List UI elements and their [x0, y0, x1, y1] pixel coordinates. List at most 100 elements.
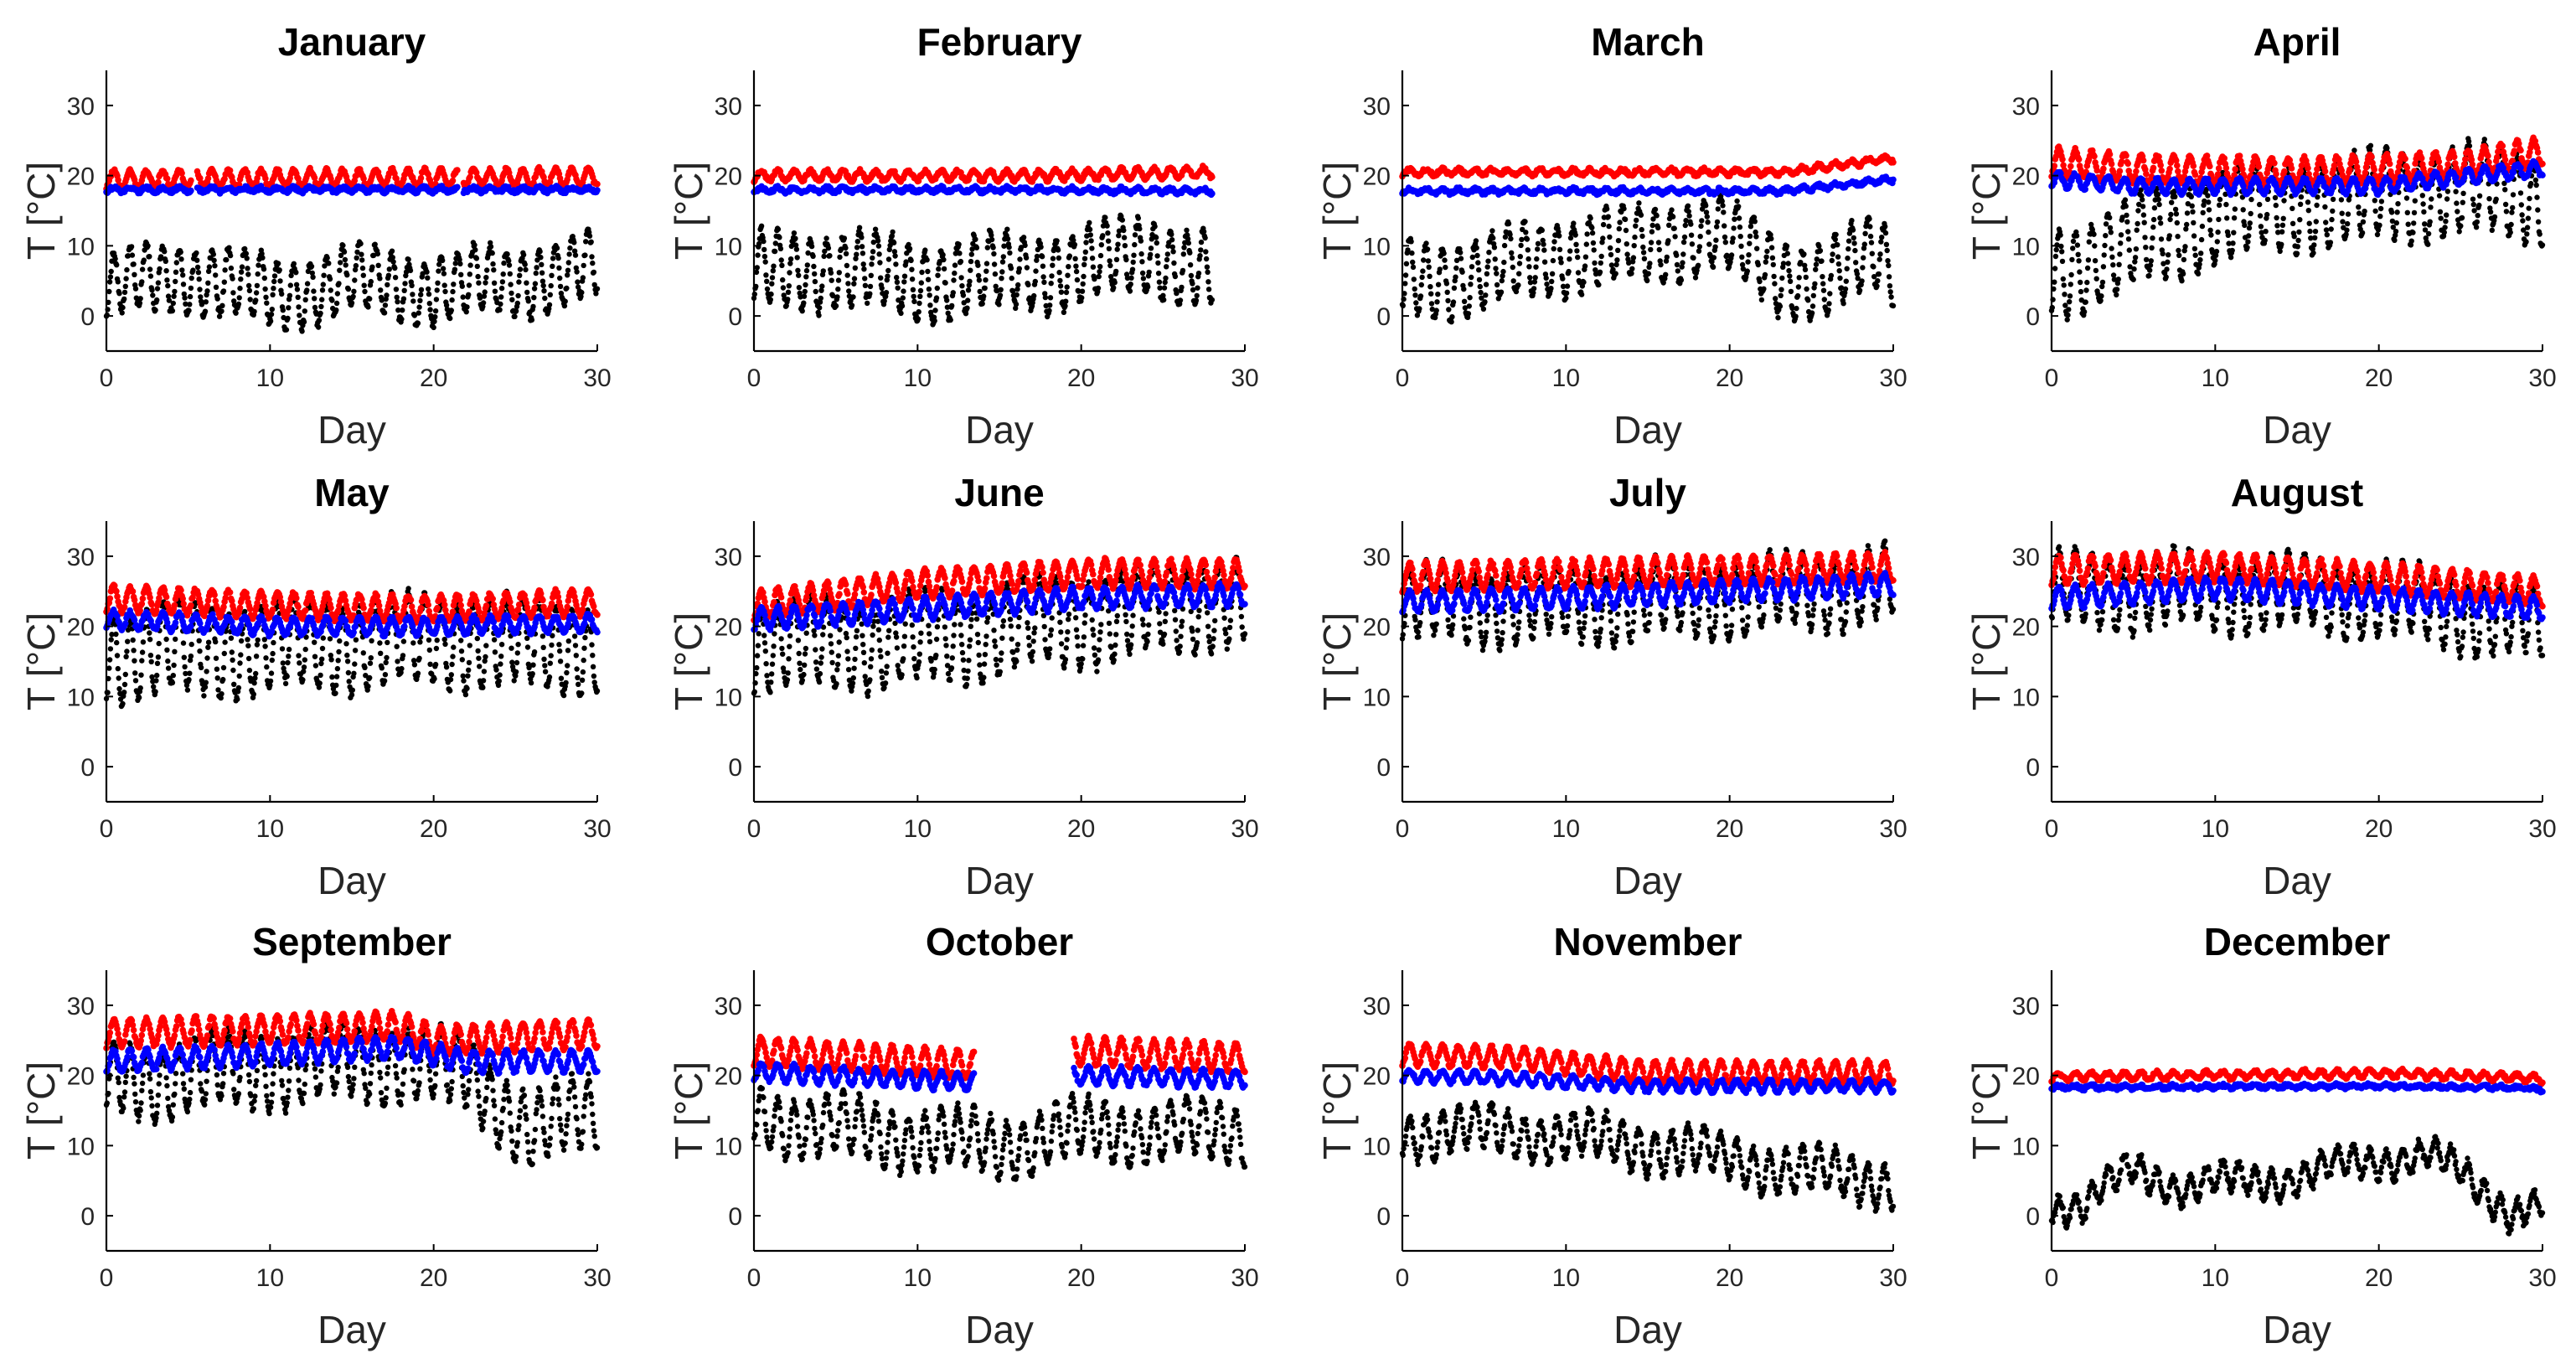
data-point	[1666, 222, 1672, 228]
data-point	[304, 281, 311, 287]
data-point	[1883, 241, 1890, 247]
data-point	[244, 256, 250, 261]
data-point	[407, 267, 414, 274]
data-point	[1592, 260, 1598, 266]
data-point	[1482, 299, 1488, 305]
data-point	[1689, 241, 1696, 247]
data-point	[1034, 253, 1040, 260]
data-point	[121, 296, 127, 302]
data-point	[352, 266, 359, 273]
data-point	[405, 256, 411, 262]
data-point	[1763, 254, 1769, 260]
data-point	[1688, 221, 1694, 227]
data-point	[1551, 245, 1556, 252]
data-point	[147, 254, 152, 260]
data-point	[571, 248, 578, 254]
data-point	[1784, 251, 1790, 256]
data-point	[1655, 225, 1661, 231]
data-point	[316, 318, 323, 323]
data-point	[999, 259, 1006, 265]
data-point	[1209, 190, 1216, 197]
data-point	[476, 280, 482, 286]
data-point	[1097, 269, 1102, 275]
data-point	[1459, 269, 1465, 275]
data-point	[420, 271, 426, 276]
data-point	[139, 279, 145, 285]
y-axis-label: T [°C]	[19, 162, 63, 260]
data-point	[1867, 233, 1874, 240]
series-2	[103, 226, 601, 334]
data-point	[233, 310, 239, 316]
data-point	[165, 282, 171, 289]
data-point	[1715, 206, 1721, 212]
data-point	[531, 295, 537, 301]
data-point	[1649, 222, 1655, 229]
data-point	[975, 272, 982, 279]
data-point	[222, 267, 228, 273]
data-point	[338, 252, 344, 259]
data-point	[1425, 258, 1432, 264]
data-point	[131, 261, 137, 267]
data-point	[879, 285, 885, 292]
data-point	[1202, 235, 1208, 241]
data-point	[302, 308, 307, 314]
data-point	[556, 265, 562, 271]
data-point	[188, 187, 194, 194]
data-point	[936, 266, 942, 272]
data-point	[1475, 260, 1481, 266]
data-point	[779, 262, 785, 268]
data-point	[1608, 245, 1613, 251]
data-point	[911, 298, 917, 305]
data-point	[883, 290, 890, 296]
data-point	[173, 278, 178, 285]
data-point	[393, 287, 400, 292]
data-point	[1145, 284, 1151, 290]
data-point	[286, 305, 292, 311]
data-point	[1721, 209, 1727, 215]
x-tick-label: 10	[904, 364, 932, 392]
data-point	[811, 263, 817, 270]
data-point	[342, 256, 348, 263]
data-point	[164, 277, 170, 283]
data-point	[1556, 233, 1562, 239]
data-point	[1539, 227, 1546, 234]
data-point	[952, 270, 958, 276]
data-point	[947, 317, 953, 323]
data-point	[1420, 268, 1426, 274]
data-point	[165, 293, 172, 299]
data-point	[269, 307, 275, 313]
data-point	[890, 229, 896, 235]
data-point	[162, 249, 168, 255]
data-point	[205, 280, 211, 286]
data-point	[1728, 252, 1735, 258]
data-point	[1164, 251, 1171, 257]
data-point	[875, 238, 881, 244]
data-point	[271, 278, 277, 285]
data-point	[1688, 232, 1695, 238]
x-tick-label: 10	[256, 364, 284, 392]
data-point	[450, 288, 456, 295]
data-point	[777, 245, 784, 251]
data-point	[1097, 264, 1103, 270]
data-point	[1177, 297, 1184, 303]
data-point	[860, 261, 866, 267]
data-point	[872, 226, 879, 232]
data-point	[1469, 254, 1476, 261]
data-point	[1640, 244, 1646, 251]
data-point	[1794, 305, 1799, 312]
data-point	[1015, 282, 1021, 288]
data-point	[152, 307, 158, 313]
data-point	[459, 283, 465, 289]
data-point	[550, 263, 555, 269]
data-point	[1466, 303, 1473, 309]
data-point	[1887, 289, 1893, 295]
data-point	[508, 282, 514, 287]
data-point	[436, 261, 442, 267]
data-point	[1531, 286, 1537, 292]
data-point	[1846, 245, 1851, 252]
data-point	[796, 272, 802, 278]
data-point	[575, 279, 581, 285]
data-point	[237, 285, 243, 292]
data-point	[1714, 219, 1721, 225]
data-point	[965, 287, 972, 293]
